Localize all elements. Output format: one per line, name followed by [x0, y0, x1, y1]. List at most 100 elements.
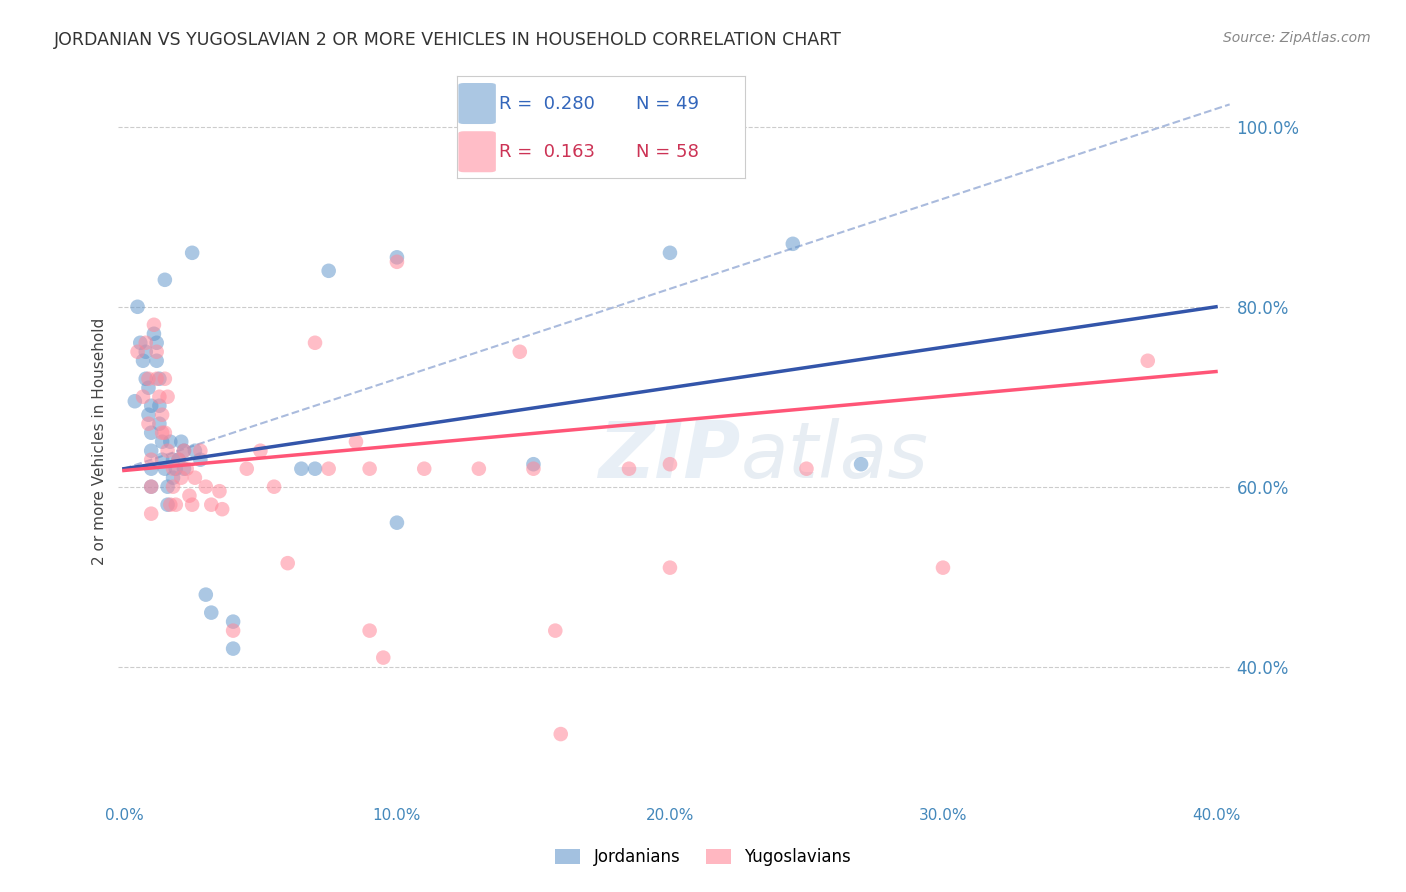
Point — [138, 408, 160, 422]
Point — [170, 471, 193, 485]
Point — [222, 615, 245, 629]
Point — [138, 381, 160, 395]
Point — [162, 452, 184, 467]
Point — [124, 394, 146, 409]
Point — [159, 434, 181, 449]
Point — [318, 461, 340, 475]
Text: R =  0.280: R = 0.280 — [499, 95, 595, 112]
Point — [359, 624, 381, 638]
Point — [138, 372, 160, 386]
Point — [141, 399, 163, 413]
Point — [145, 372, 167, 386]
Point — [150, 452, 173, 467]
Point — [145, 344, 167, 359]
Point — [544, 624, 567, 638]
Point — [135, 335, 157, 350]
Point — [141, 443, 163, 458]
Point — [290, 461, 312, 475]
Point — [222, 624, 245, 638]
Point — [153, 461, 176, 475]
Point — [141, 480, 163, 494]
Text: atlas: atlas — [741, 418, 928, 494]
Point — [194, 480, 217, 494]
Point — [148, 399, 170, 413]
Point — [849, 457, 872, 471]
Point — [153, 372, 176, 386]
Point — [413, 461, 436, 475]
Text: JORDANIAN VS YUGOSLAVIAN 2 OR MORE VEHICLES IN HOUSEHOLD CORRELATION CHART: JORDANIAN VS YUGOSLAVIAN 2 OR MORE VEHIC… — [53, 31, 841, 49]
Point — [162, 480, 184, 494]
Point — [156, 443, 179, 458]
Point — [132, 390, 155, 404]
Point — [141, 480, 163, 494]
Text: Source: ZipAtlas.com: Source: ZipAtlas.com — [1223, 31, 1371, 45]
Point — [150, 408, 173, 422]
Point — [129, 335, 152, 350]
Point — [176, 461, 198, 475]
Point — [1136, 353, 1159, 368]
Point — [373, 650, 395, 665]
Point — [658, 560, 681, 574]
Point — [211, 502, 233, 516]
Point — [165, 461, 187, 475]
Point — [159, 498, 181, 512]
Point — [796, 461, 818, 475]
Point — [344, 434, 367, 449]
Point — [194, 588, 217, 602]
Point — [318, 264, 340, 278]
Point — [184, 443, 207, 458]
Point — [173, 443, 195, 458]
Point — [200, 498, 222, 512]
Point — [617, 461, 640, 475]
Point — [148, 417, 170, 431]
Point — [150, 434, 173, 449]
Point — [145, 335, 167, 350]
Point — [127, 300, 149, 314]
Text: N = 58: N = 58 — [636, 143, 699, 161]
Point — [153, 273, 176, 287]
Point — [932, 560, 955, 574]
Point — [236, 461, 259, 475]
Point — [658, 457, 681, 471]
Point — [249, 443, 271, 458]
Point — [385, 255, 408, 269]
Point — [359, 461, 381, 475]
Point — [522, 457, 544, 471]
Point — [277, 556, 299, 570]
FancyBboxPatch shape — [458, 131, 496, 172]
Text: R =  0.163: R = 0.163 — [499, 143, 595, 161]
Point — [181, 245, 204, 260]
Point — [173, 443, 195, 458]
Point — [141, 461, 163, 475]
Legend: Jordanians, Yugoslavians: Jordanians, Yugoslavians — [548, 842, 858, 873]
Point — [156, 498, 179, 512]
Point — [135, 344, 157, 359]
Point — [782, 236, 804, 251]
Point — [173, 461, 195, 475]
Point — [141, 507, 163, 521]
Point — [468, 461, 491, 475]
Point — [222, 641, 245, 656]
Point — [522, 461, 544, 475]
Point — [170, 434, 193, 449]
Point — [148, 390, 170, 404]
Point — [200, 606, 222, 620]
Point — [141, 452, 163, 467]
Point — [208, 484, 231, 499]
Point — [150, 425, 173, 440]
Y-axis label: 2 or more Vehicles in Household: 2 or more Vehicles in Household — [93, 318, 107, 566]
Point — [658, 245, 681, 260]
Point — [141, 425, 163, 440]
Point — [184, 471, 207, 485]
Point — [509, 344, 531, 359]
Point — [162, 461, 184, 475]
Point — [263, 480, 285, 494]
Point — [188, 443, 211, 458]
Point — [167, 452, 190, 467]
Point — [385, 516, 408, 530]
Point — [142, 326, 165, 341]
Point — [162, 471, 184, 485]
Point — [132, 353, 155, 368]
Point — [142, 318, 165, 332]
Text: ZIP: ZIP — [599, 418, 741, 494]
